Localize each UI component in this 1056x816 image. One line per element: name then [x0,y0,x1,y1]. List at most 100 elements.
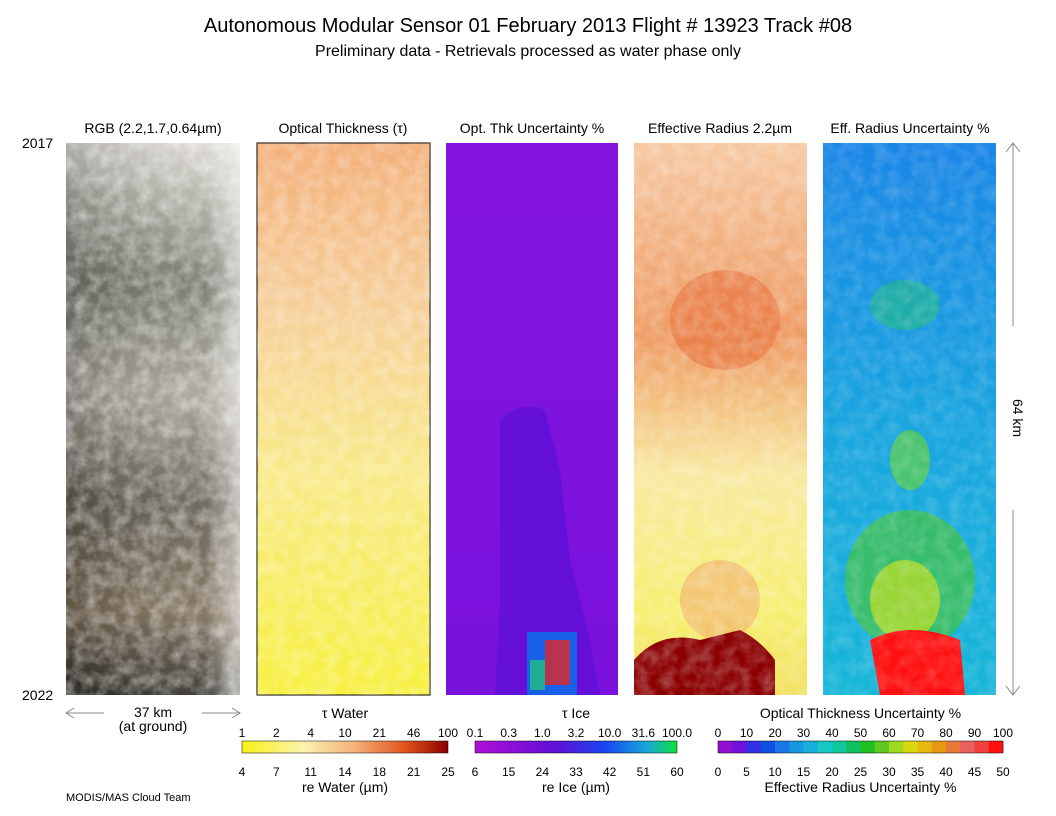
colorbar-title: τ Water [322,705,369,721]
panel-title: Optical Thickness (τ) [279,120,408,136]
colorbar-tick-label: 30 [797,726,811,740]
colorbar-step [974,741,990,753]
subtitle: Preliminary data - Retrievals processed … [315,43,741,60]
colorbar-tick-label: 25 [441,765,455,779]
panel-title: Effective Radius 2.2µm [648,120,792,136]
credit: MODIS/MAS Cloud Team [66,792,191,804]
colorbar-tick-label: 5 [743,765,750,779]
panel-title: RGB (2.2,1.7,0.64µm) [84,120,221,136]
colorbar-step [789,741,804,753]
colorbar-tick-label: 0 [715,765,722,779]
colorbar-step [917,741,933,753]
colorbar-tick-label: 50 [854,726,868,740]
colorbar-tick-label: 0.3 [500,726,517,740]
colorbar-tick-label: 20 [768,726,782,740]
optical-thickness-image [256,142,431,696]
colorbar-step [946,741,961,753]
colorbar-tick-label: 1 [239,726,246,740]
colorbar-tick-label: 90 [968,726,982,740]
colorbar-tick-label: 15 [797,765,811,779]
colorbar-tick-label: 24 [536,765,550,779]
scale-length: 64 km [1010,399,1026,437]
colorbar [241,740,449,754]
colorbar-tick-label: 2 [273,726,280,740]
colorbar [474,740,678,754]
colorbar-step [803,741,819,753]
scale-width-note: (at ground) [119,718,187,734]
colorbar-step [832,741,847,753]
colorbar-tick-label: 51 [637,765,651,779]
colorbar-step [960,741,975,753]
colorbar-tick-label: 15 [502,765,516,779]
end-time: 2022 [22,687,53,703]
colorbar-step [988,741,1004,753]
panel-title: Eff. Radius Uncertainty % [830,120,989,136]
colorbar-tick-label: 80 [939,726,953,740]
colorbar-title: Effective Radius Uncertainty % [765,779,957,795]
colorbar-step [775,741,790,753]
colorbar-tick-label: 1.0 [534,726,551,740]
colorbar-step [860,741,876,753]
colorbar-step [846,741,861,753]
colorbar-step [732,741,747,753]
colorbar-tick-label: 0 [715,726,722,740]
scale-width: 37 km [134,704,172,720]
colorbar-tick-label: 40 [825,726,839,740]
panel-title: Opt. Thk Uncertainty % [460,120,604,136]
colorbar-tick-label: 50 [996,765,1010,779]
colorbar-tick-label: 31.6 [632,726,656,740]
colorbar-step [760,741,776,753]
colorbar-title: τ Ice [562,705,590,721]
colorbar-step [817,741,833,753]
effective-radius-image [634,143,807,695]
colorbar-tick-label: 4 [307,726,314,740]
colorbar-step [931,741,947,753]
colorbar-step [718,741,733,753]
colorbar-tick-label: 100 [438,726,458,740]
rgb-image [66,143,240,695]
colorbar-tick-label: 42 [603,765,617,779]
colorbar-tick-label: 10 [768,765,782,779]
start-time: 2017 [22,135,53,151]
colorbar-tick-label: 3.2 [568,726,585,740]
colorbar-title: re Water (µm) [302,779,388,795]
opt-thk-uncertainty-image [446,143,618,695]
colorbar-tick-label: 6 [472,765,479,779]
colorbar-tick-label: 18 [373,765,387,779]
colorbar-tick-label: 4 [239,765,246,779]
colorbar-tick-label: 60 [670,765,684,779]
colorbar-tick-label: 33 [569,765,583,779]
colorbar-step [874,741,890,753]
colorbar-tick-label: 70 [911,726,925,740]
colorbar-tick-label: 40 [939,765,953,779]
colorbar-tick-label: 21 [407,765,421,779]
title: Autonomous Modular Sensor 01 February 20… [204,15,852,37]
colorbar-tick-label: 46 [407,726,421,740]
scale-arrows [65,142,1021,719]
colorbar-tick-label: 10.0 [598,726,622,740]
colorbar-frame [717,740,1004,754]
colorbar-tick-label: 21 [373,726,387,740]
colorbar-tick-label: 45 [968,765,982,779]
colorbar-tick-label: 25 [854,765,868,779]
colorbar-tick-label: 0.1 [467,726,484,740]
colorbar-tick-label: 30 [882,765,896,779]
colorbar-tick-label: 7 [273,765,280,779]
colorbar-tick-label: 10 [740,726,754,740]
colorbar-tick-label: 20 [825,765,839,779]
colorbar-step [746,741,762,753]
colorbar-step [889,741,904,753]
colorbar-title: re Ice (µm) [542,779,610,795]
colorbar-title: Optical Thickness Uncertainty % [760,705,961,721]
colorbar-tick-label: 100.0 [662,726,692,740]
colorbar-tick-label: 35 [911,765,925,779]
colorbar-tick-label: 11 [304,765,317,779]
colorbar-tick-label: 10 [338,726,352,740]
colorbar-tick-label: 100 [993,726,1013,740]
colorbar-step [903,741,918,753]
colorbar-tick-label: 14 [338,765,352,779]
eff-radius-uncertainty-image [823,143,996,695]
colorbar-tick-label: 60 [882,726,896,740]
